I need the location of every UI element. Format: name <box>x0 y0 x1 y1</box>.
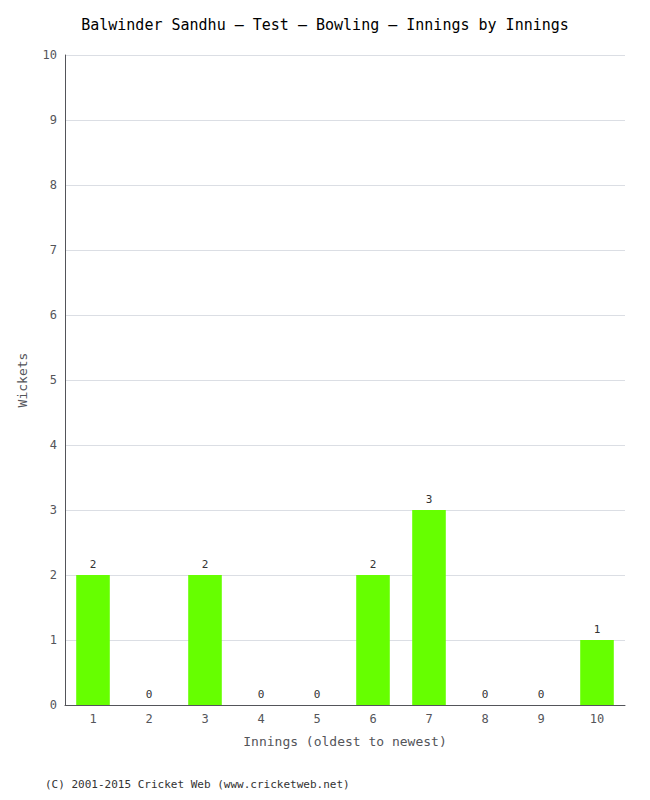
svg-text:0: 0 <box>538 688 545 701</box>
svg-text:6: 6 <box>50 308 57 322</box>
svg-text:5: 5 <box>50 373 57 387</box>
svg-text:0: 0 <box>258 688 265 701</box>
svg-text:10: 10 <box>590 712 604 726</box>
svg-text:0: 0 <box>314 688 321 701</box>
svg-text:1: 1 <box>50 633 57 647</box>
svg-text:Balwinder Sandhu – Test – Bowl: Balwinder Sandhu – Test – Bowling – Inni… <box>81 16 569 34</box>
svg-text:2: 2 <box>202 558 209 571</box>
svg-text:8: 8 <box>50 178 57 192</box>
svg-text:4: 4 <box>257 712 264 726</box>
svg-text:Innings (oldest to newest): Innings (oldest to newest) <box>243 734 447 749</box>
svg-text:9: 9 <box>537 712 544 726</box>
svg-text:8: 8 <box>481 712 488 726</box>
svg-text:(C) 2001-2015 Cricket Web (www: (C) 2001-2015 Cricket Web (www.cricketwe… <box>45 778 350 791</box>
svg-text:10: 10 <box>43 48 57 62</box>
svg-text:2: 2 <box>90 558 97 571</box>
svg-text:7: 7 <box>50 243 57 257</box>
svg-text:0: 0 <box>482 688 489 701</box>
svg-text:1: 1 <box>594 623 601 636</box>
svg-text:0: 0 <box>50 698 57 712</box>
svg-text:6: 6 <box>369 712 376 726</box>
svg-text:0: 0 <box>146 688 153 701</box>
svg-text:3: 3 <box>201 712 208 726</box>
svg-text:5: 5 <box>313 712 320 726</box>
svg-text:2: 2 <box>145 712 152 726</box>
svg-text:7: 7 <box>425 712 432 726</box>
svg-text:Wickets: Wickets <box>15 353 30 408</box>
svg-text:3: 3 <box>50 503 57 517</box>
svg-text:3: 3 <box>426 493 433 506</box>
svg-text:2: 2 <box>370 558 377 571</box>
svg-text:9: 9 <box>50 113 57 127</box>
svg-text:4: 4 <box>50 438 57 452</box>
svg-text:1: 1 <box>89 712 96 726</box>
svg-text:2: 2 <box>50 568 57 582</box>
